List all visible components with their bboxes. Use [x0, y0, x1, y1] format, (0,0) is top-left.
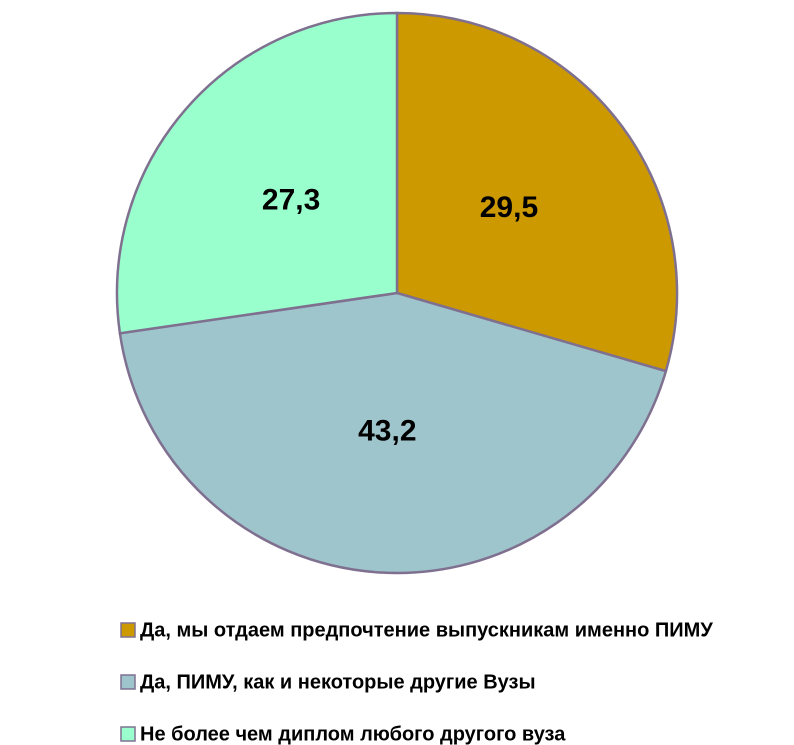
- legend-label: Да, мы отдаем предпочтение выпускникам и…: [140, 619, 713, 641]
- legend-swatch: [120, 726, 136, 742]
- legend-swatch: [120, 674, 136, 690]
- pie-slice: [115, 11, 399, 335]
- legend-label: Не более чем диплом любого другого вуза: [140, 723, 566, 745]
- value-label: 43,2: [358, 415, 416, 448]
- value-label: 29,5: [480, 191, 538, 224]
- legend-swatch: [120, 622, 136, 638]
- legend-label: Да, ПИМУ, как и некоторые другие Вузы: [140, 671, 536, 693]
- pie-slice: [395, 11, 679, 373]
- value-label: 27,3: [262, 183, 320, 216]
- pie-slice: [118, 291, 668, 575]
